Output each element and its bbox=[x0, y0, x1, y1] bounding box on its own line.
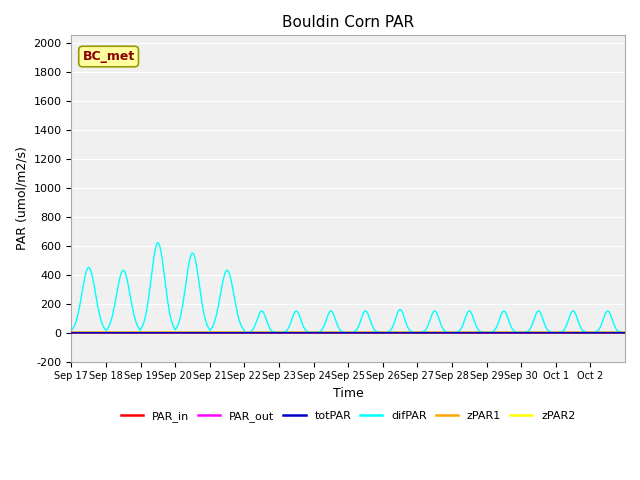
totPAR bbox=[419, 330, 427, 336]
PAR_out bbox=[268, 330, 276, 336]
zPAR1 bbox=[95, 330, 103, 336]
difPAR bbox=[478, 329, 486, 335]
PAR_out bbox=[508, 330, 515, 336]
difPAR bbox=[68, 327, 76, 333]
PAR_in bbox=[508, 330, 515, 336]
Legend: PAR_in, PAR_out, totPAR, difPAR, zPAR1, zPAR2: PAR_in, PAR_out, totPAR, difPAR, zPAR1, … bbox=[116, 407, 580, 426]
difPAR bbox=[508, 324, 515, 330]
totPAR bbox=[478, 330, 486, 336]
zPAR1 bbox=[478, 330, 486, 336]
totPAR bbox=[95, 330, 103, 336]
PAR_out bbox=[95, 330, 103, 336]
Y-axis label: PAR (umol/m2/s): PAR (umol/m2/s) bbox=[15, 146, 28, 251]
PAR_in bbox=[68, 330, 76, 336]
Title: Bouldin Corn PAR: Bouldin Corn PAR bbox=[282, 15, 414, 30]
zPAR1 bbox=[268, 330, 276, 336]
PAR_in bbox=[621, 330, 628, 336]
zPAR1 bbox=[68, 330, 76, 336]
PAR_in bbox=[95, 330, 103, 336]
difPAR bbox=[268, 328, 276, 334]
Text: BC_met: BC_met bbox=[83, 50, 135, 63]
zPAR1 bbox=[395, 330, 403, 336]
zPAR2 bbox=[621, 330, 628, 336]
PAR_in bbox=[395, 330, 403, 336]
difPAR bbox=[396, 307, 403, 313]
zPAR2 bbox=[395, 330, 403, 336]
totPAR bbox=[268, 330, 276, 336]
PAR_in bbox=[268, 330, 276, 336]
totPAR bbox=[621, 330, 628, 336]
zPAR2 bbox=[419, 330, 427, 336]
PAR_out bbox=[478, 330, 486, 336]
difPAR bbox=[419, 329, 427, 335]
difPAR bbox=[241, 330, 248, 336]
PAR_out bbox=[68, 330, 76, 336]
PAR_out bbox=[621, 330, 628, 336]
PAR_in bbox=[478, 330, 486, 336]
zPAR2 bbox=[268, 330, 276, 336]
X-axis label: Time: Time bbox=[333, 387, 364, 400]
totPAR bbox=[395, 330, 403, 336]
totPAR bbox=[508, 330, 515, 336]
Line: difPAR: difPAR bbox=[72, 243, 625, 333]
difPAR bbox=[621, 330, 628, 336]
zPAR2 bbox=[508, 330, 515, 336]
PAR_in bbox=[419, 330, 427, 336]
zPAR1 bbox=[621, 330, 628, 336]
PAR_out bbox=[419, 330, 427, 336]
difPAR bbox=[154, 240, 162, 246]
totPAR bbox=[68, 330, 76, 336]
zPAR2 bbox=[478, 330, 486, 336]
zPAR1 bbox=[508, 330, 515, 336]
zPAR2 bbox=[95, 330, 103, 336]
zPAR2 bbox=[68, 330, 76, 336]
difPAR bbox=[95, 311, 103, 316]
zPAR1 bbox=[419, 330, 427, 336]
PAR_out bbox=[395, 330, 403, 336]
